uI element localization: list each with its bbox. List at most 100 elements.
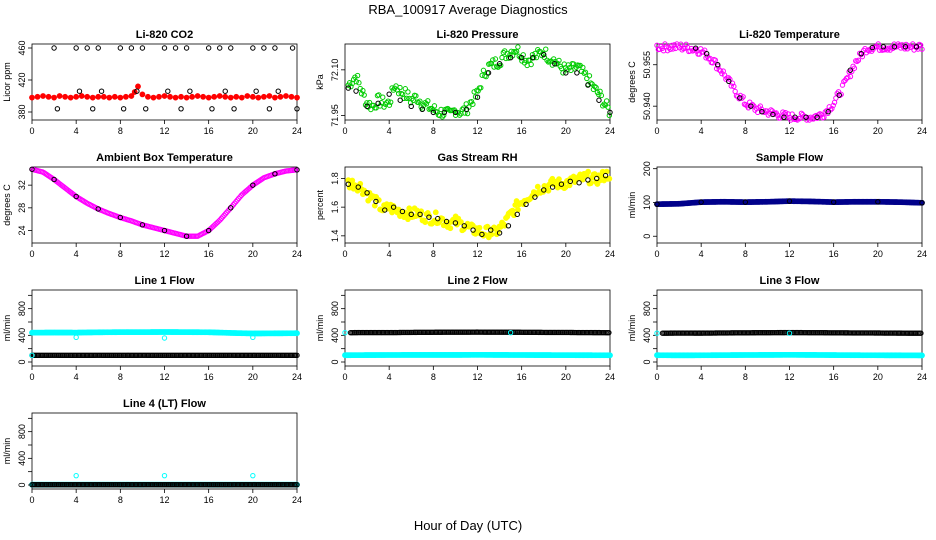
data-point — [514, 211, 520, 218]
data-point — [737, 95, 743, 101]
data-point — [484, 223, 491, 230]
x-tick-label: 24 — [292, 372, 302, 382]
x-tick-label: 8 — [743, 372, 748, 382]
data-point — [266, 93, 273, 99]
data-point — [593, 84, 599, 91]
x-tick-label: 4 — [699, 126, 704, 136]
data-point — [456, 112, 463, 118]
data-point — [399, 208, 406, 215]
data-point — [161, 472, 168, 479]
data-point — [601, 101, 607, 107]
data-point — [380, 94, 386, 100]
data-point — [183, 45, 190, 51]
data-point — [73, 193, 79, 200]
x-tick-label: 20 — [248, 126, 258, 136]
data-point — [216, 218, 222, 224]
series-0 — [29, 83, 300, 101]
data-point — [768, 107, 774, 113]
data-point — [529, 51, 536, 58]
data-point — [602, 172, 609, 179]
data-point — [549, 184, 556, 190]
y-tick-label: 0 — [642, 359, 652, 364]
y-tick-label: 0 — [17, 482, 27, 487]
data-point — [463, 106, 470, 113]
data-point — [554, 60, 561, 67]
data-point — [468, 98, 475, 105]
data-point — [98, 88, 105, 94]
x-tick-label: 20 — [873, 249, 883, 259]
panel-title: Line 4 (LT) Flow — [123, 398, 206, 410]
data-point — [220, 214, 226, 220]
data-point — [51, 176, 57, 183]
data-point — [858, 50, 864, 57]
panel-title: Ambient Box Temperature — [96, 152, 233, 164]
data-point — [786, 198, 793, 204]
data-point — [422, 219, 429, 225]
data-point — [29, 352, 35, 359]
data-point — [830, 102, 836, 109]
data-point — [549, 175, 556, 182]
x-tick-label: 8 — [118, 372, 123, 382]
data-point — [435, 215, 441, 222]
data-point — [712, 57, 718, 63]
panel-pressure: Li-820 Pressure 0 4 8 12 16 20 24 71.95 72.10 kPa — [315, 29, 615, 136]
data-point — [825, 109, 831, 115]
data-point — [592, 83, 598, 90]
data-point — [283, 93, 289, 99]
x-tick-label: 4 — [74, 249, 79, 259]
series-1 — [692, 44, 920, 120]
data-point — [227, 94, 234, 101]
data-point — [250, 182, 256, 188]
data-point — [417, 211, 423, 218]
x-tick-label: 8 — [118, 249, 123, 259]
series-0 — [654, 351, 925, 359]
data-point — [217, 45, 223, 51]
data-point — [375, 197, 382, 203]
data-point — [294, 106, 300, 112]
series-2 — [342, 329, 514, 336]
data-point — [715, 62, 721, 68]
data-point — [507, 54, 514, 61]
x-tick-label: 16 — [204, 372, 214, 382]
x-tick-label: 16 — [517, 372, 527, 382]
x-tick-label: 20 — [561, 249, 571, 259]
data-point — [530, 54, 536, 61]
data-point — [426, 212, 433, 219]
data-point — [513, 48, 520, 55]
x-tick-label: 24 — [917, 249, 927, 259]
data-point — [797, 115, 803, 122]
y-tick-label: 380 — [17, 104, 27, 119]
data-point — [222, 211, 229, 217]
data-point — [161, 227, 168, 234]
y-tick-label: 400 — [17, 328, 27, 343]
data-point — [250, 45, 256, 51]
data-point — [172, 45, 179, 51]
y-tick-label: 400 — [330, 328, 340, 343]
x-tick-label: 12 — [472, 249, 482, 259]
data-point — [426, 214, 432, 220]
y-tick-label: 420 — [17, 72, 27, 87]
data-point — [919, 46, 925, 52]
data-point — [563, 70, 569, 76]
data-point — [841, 78, 847, 85]
x-tick-label: 4 — [387, 372, 392, 382]
y-tick-label: 28 — [17, 203, 27, 213]
x-tick-label: 20 — [248, 249, 258, 259]
data-point — [150, 94, 157, 101]
data-point — [586, 73, 593, 79]
data-point — [692, 45, 699, 51]
data-point — [485, 70, 492, 76]
series-1 — [345, 51, 613, 116]
y-tick-label: 800 — [642, 301, 652, 316]
data-point — [728, 83, 734, 89]
data-point — [95, 206, 101, 212]
data-point — [918, 330, 924, 336]
data-point — [139, 222, 146, 228]
data-point — [382, 207, 388, 213]
x-tick-label: 0 — [654, 372, 659, 382]
data-point — [541, 187, 547, 193]
data-point — [759, 109, 765, 115]
data-point — [78, 93, 85, 99]
data-point — [770, 111, 776, 118]
data-point — [434, 109, 440, 115]
